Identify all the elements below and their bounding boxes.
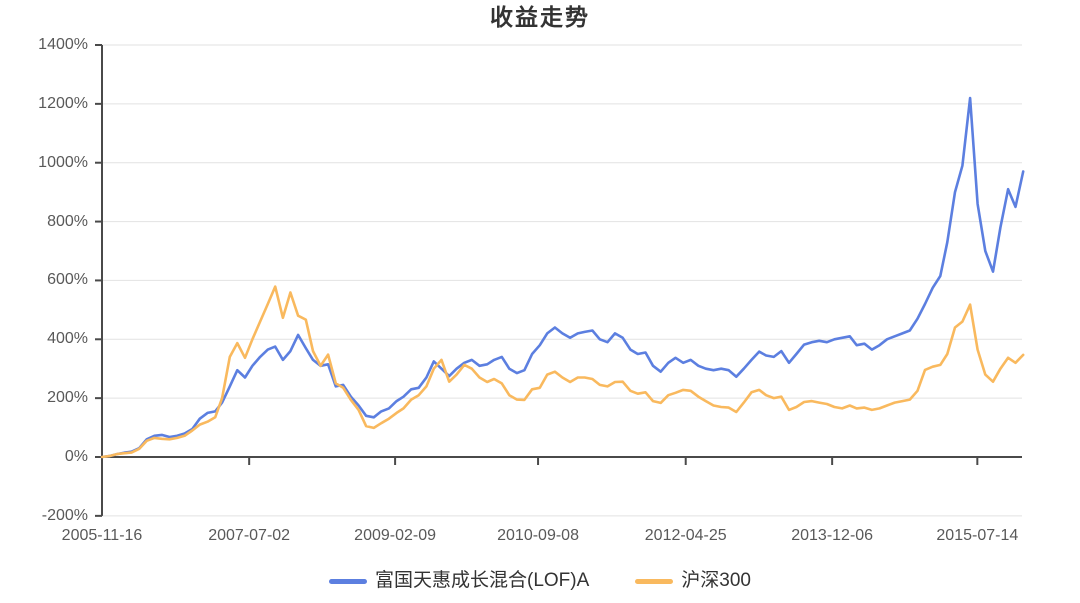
- y-tick-label: 400%: [47, 330, 88, 348]
- x-tick-label: 2007-07-02: [208, 527, 291, 544]
- x-tick-label: 2010-09-08: [497, 527, 579, 544]
- legend-swatch-icon: [329, 578, 367, 584]
- y-tick-label: 600%: [47, 271, 88, 289]
- y-tick-label: 0%: [64, 448, 88, 465]
- x-tick-label: 2015-07-14: [936, 527, 1019, 544]
- legend-item-1[interactable]: 沪深300: [635, 569, 751, 593]
- y-tick-label: 800%: [47, 212, 88, 230]
- legend-item-0[interactable]: 富国天惠成长混合(LOF)A: [329, 569, 589, 593]
- x-tick-label: 2009-02-09: [354, 527, 437, 544]
- y-tick-label: 200%: [47, 389, 88, 407]
- y-tick-label: -200%: [41, 506, 88, 524]
- series-line-1: [100, 285, 1025, 459]
- y-tick-label: 1200%: [38, 94, 88, 112]
- y-tick-label: 1000%: [38, 153, 88, 171]
- legend-label: 沪深300: [681, 570, 751, 591]
- legend-label: 富国天惠成长混合(LOF)A: [375, 570, 590, 591]
- legend: 富国天惠成长混合(LOF)A 沪深300: [0, 564, 1080, 598]
- x-tick-label: 2005-11-16: [61, 527, 143, 544]
- chart-title: 收益走势: [490, 4, 590, 30]
- y-tick-label: 1400%: [38, 36, 88, 53]
- x-tick-label: 2013-12-06: [791, 527, 874, 544]
- legend-swatch-icon: [635, 578, 674, 584]
- series-line-0: [100, 96, 1025, 459]
- x-tick-label: 2012-04-25: [644, 527, 727, 544]
